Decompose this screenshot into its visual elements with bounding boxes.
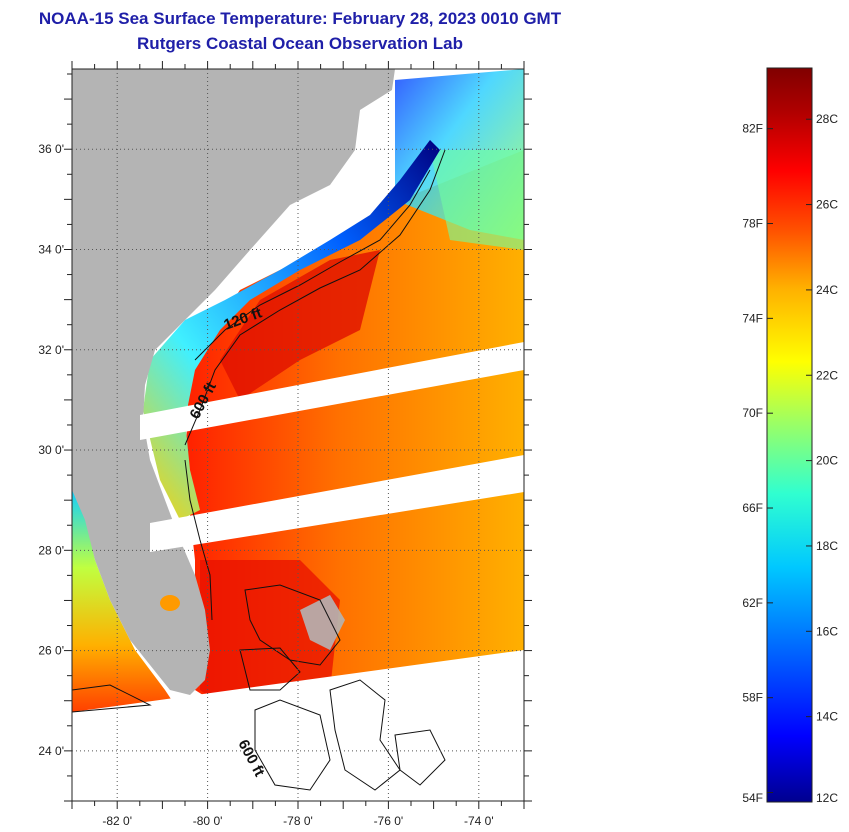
celsius-label: 16C: [816, 624, 838, 638]
celsius-label: 28C: [816, 112, 838, 126]
map-title: NOAA-15 Sea Surface Temperature: Februar…: [38, 9, 562, 28]
latitude-label: 28 0': [38, 543, 64, 557]
fahrenheit-label: 74F: [742, 311, 763, 325]
longitude-labels: -82 0' -80 0' -78 0' -76 0' -74 0': [102, 814, 493, 828]
latitude-labels: 36 0' 34 0' 32 0' 30 0' 28 0' 26 0' 24 0': [38, 142, 64, 758]
latitude-label: 34 0': [38, 242, 64, 256]
fahrenheit-label: 58F: [742, 691, 763, 705]
fahrenheit-label: 82F: [742, 122, 763, 136]
longitude-label: -74 0': [464, 814, 494, 828]
missing-data-swath: [140, 342, 524, 440]
longitude-label: -80 0': [193, 814, 223, 828]
latitude-label: 26 0': [38, 644, 64, 658]
colorbar: [766, 67, 813, 803]
latitude-label: 32 0': [38, 343, 64, 357]
fahrenheit-label: 70F: [742, 406, 763, 420]
celsius-label: 18C: [816, 539, 838, 553]
celsius-label: 14C: [816, 710, 838, 724]
longitude-label: -76 0': [374, 814, 404, 828]
longitude-label: -82 0': [102, 814, 132, 828]
fahrenheit-label: 62F: [742, 596, 763, 610]
latitude-label: 36 0': [38, 142, 64, 156]
missing-data-swath: [150, 455, 524, 552]
celsius-label: 22C: [816, 368, 838, 382]
latitude-label: 30 0': [38, 443, 64, 457]
tick-marks: [64, 61, 532, 809]
colorbar-celsius-labels: 28C 26C 24C 22C 20C 18C 16C 14C 12C: [816, 112, 838, 805]
celsius-label: 12C: [816, 791, 838, 805]
fahrenheit-label: 66F: [742, 501, 763, 515]
graticule: [72, 69, 524, 801]
celsius-label: 26C: [816, 198, 838, 212]
fahrenheit-label: 54F: [742, 791, 763, 805]
fahrenheit-label: 78F: [742, 217, 763, 231]
colorbar-ticks: [767, 118, 812, 803]
celsius-label: 20C: [816, 454, 838, 468]
isobath-120ft: [194, 169, 431, 361]
longitude-label: -78 0': [283, 814, 313, 828]
latitude-label: 24 0': [38, 744, 64, 758]
map-area: [72, 69, 524, 801]
celsius-label: 24C: [816, 283, 838, 297]
colorbar-fahrenheit-labels: 82F 78F 74F 70F 66F 62F 58F 54F: [742, 122, 763, 805]
gulf-sst-region: [72, 490, 175, 712]
shelf-sst-region: [143, 140, 440, 520]
map-subtitle: Rutgers Coastal Ocean Observation Lab: [137, 34, 463, 53]
